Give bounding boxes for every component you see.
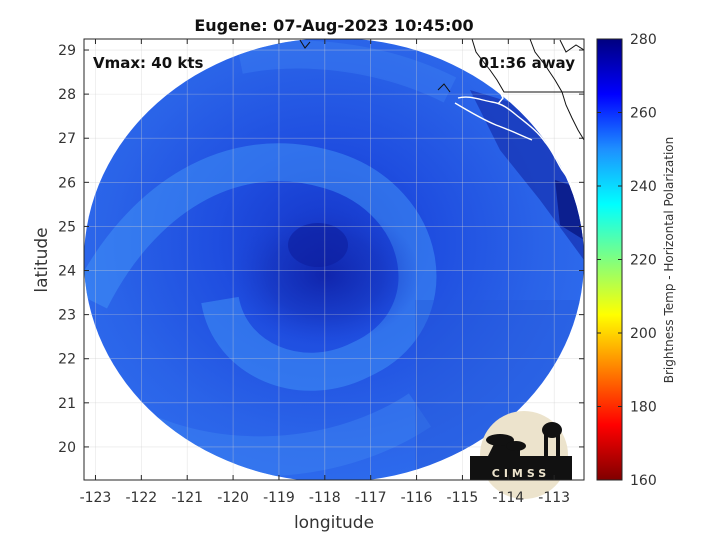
x-tick-label: -120 — [217, 490, 249, 506]
y-tick-label: 24 — [58, 264, 76, 280]
y-axis-label: latitude — [32, 227, 52, 292]
y-tick-label: 26 — [58, 175, 76, 191]
x-tick-label: -122 — [125, 490, 157, 506]
x-tick-label: -113 — [538, 490, 570, 506]
x-tick-label: -114 — [492, 490, 524, 506]
y-tick-label: 20 — [58, 440, 76, 456]
colorbar: 160 180 200 220 240 260 280 Brightness Temp - … — [596, 32, 676, 489]
colorbar-tick-label: 260 — [630, 106, 657, 122]
plot-frame — [83, 38, 585, 481]
y-tick-label: 23 — [58, 308, 76, 324]
y-tick-label: 28 — [58, 87, 76, 103]
y-tick-label: 21 — [58, 396, 76, 412]
x-tick-label: -123 — [80, 490, 112, 506]
x-tick-label: -119 — [263, 490, 295, 506]
y-tick-label: 25 — [58, 219, 76, 235]
y-tick-label: 22 — [58, 352, 76, 368]
coastline-land-outline — [299, 39, 584, 141]
colorbar-tick-label: 180 — [630, 400, 657, 416]
logo-text: CIMSS — [492, 467, 550, 480]
colorbar-tick-label: 240 — [630, 179, 657, 195]
x-tick-label: -121 — [171, 490, 203, 506]
x-axis-label: longitude — [294, 513, 374, 533]
chart-title: Eugene: 07-Aug-2023 10:45:00 — [194, 16, 473, 35]
y-axis: 20 21 22 23 24 25 26 27 28 29 — [58, 43, 584, 456]
x-axis: -123 -122 -121 -120 -119 -118 -117 -116 -115 -114… — [80, 39, 570, 506]
coastline — [454, 91, 581, 199]
x-tick-label: -117 — [355, 490, 387, 506]
y-tick-label: 29 — [58, 43, 76, 59]
colorbar-tick-label: 160 — [630, 473, 657, 489]
x-tick-label: -118 — [309, 490, 341, 506]
time-away-annotation: 01:36 away — [479, 54, 576, 72]
x-tick-label: -116 — [401, 490, 433, 506]
vmax-annotation: Vmax: 40 kts — [93, 54, 203, 72]
colorbar-label: Brightness Temp - Horizontal Polarizatio… — [662, 137, 676, 384]
colorbar-gradient — [596, 38, 623, 481]
cimss-logo: CIMSS — [470, 411, 572, 499]
y-tick-label: 27 — [58, 131, 76, 147]
x-tick-label: -115 — [447, 490, 479, 506]
colorbar-tick-label: 200 — [630, 326, 657, 342]
colorbar-ticks: 160 180 200 220 240 260 280 — [597, 32, 657, 489]
colorbar-tick-label: 220 — [630, 253, 657, 269]
colorbar-tick-label: 280 — [630, 32, 657, 48]
